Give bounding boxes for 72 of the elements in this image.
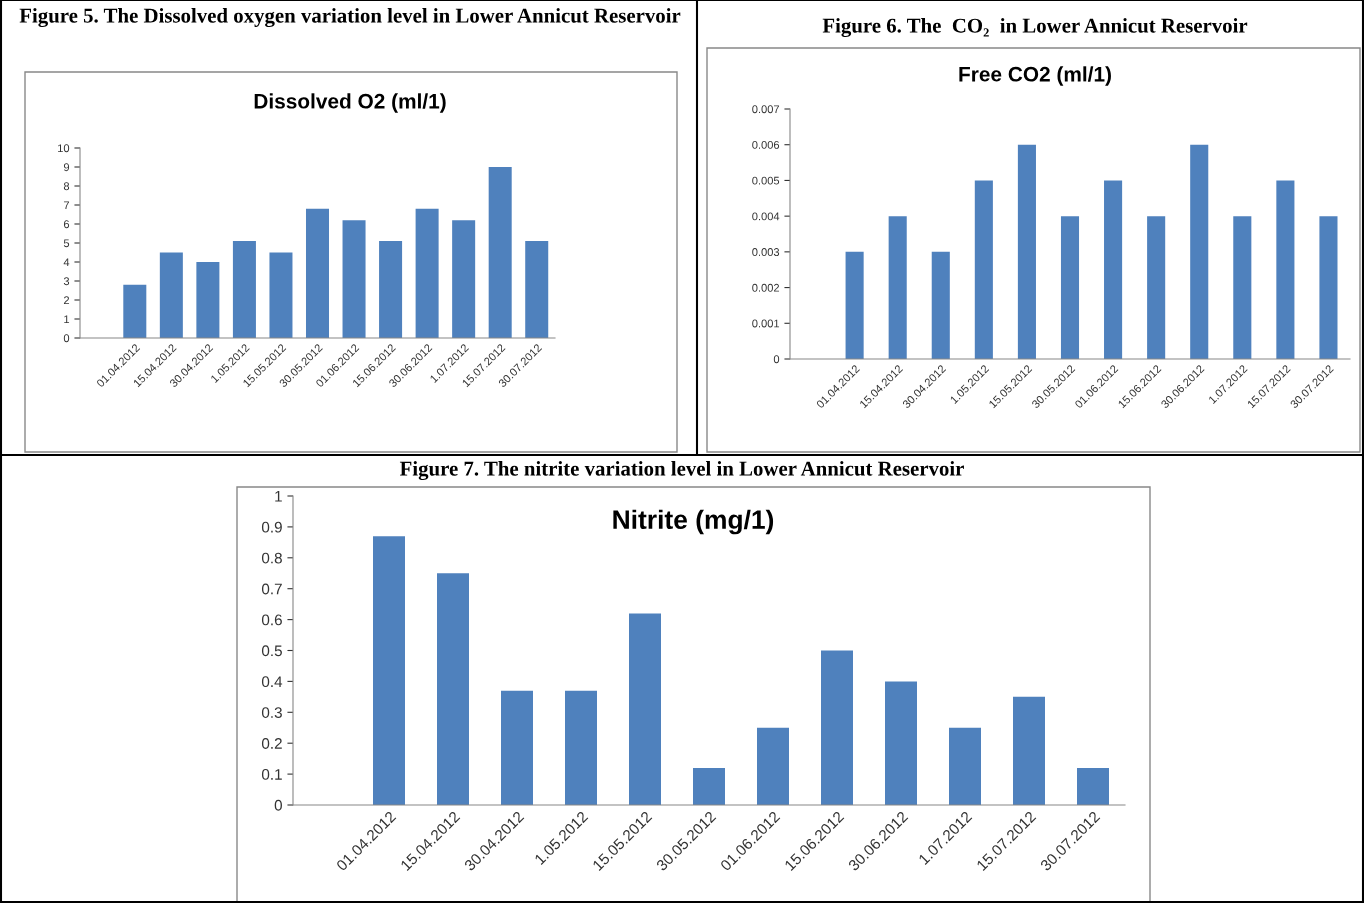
bar <box>693 767 725 805</box>
bar <box>931 251 950 359</box>
y-tick-label: 0.3 <box>261 707 282 718</box>
bar <box>821 650 853 805</box>
chart-subtitle: Dissolved O2 (ml/1) <box>254 93 446 113</box>
y-tick-label: 0 <box>63 334 70 343</box>
y-tick-label: 2 <box>63 296 70 305</box>
bar <box>452 220 476 338</box>
bar <box>1147 216 1166 359</box>
y-tick-label: 0.005 <box>752 176 780 185</box>
bar <box>629 613 661 805</box>
bar <box>949 727 981 805</box>
chart-title: Figure 7. The nitrite variation level in Lower Annicut Reservoir <box>399 461 964 481</box>
y-tick-label: 0.9 <box>261 521 282 533</box>
bar <box>196 262 220 338</box>
bar <box>845 251 864 359</box>
y-tick-label: 0.003 <box>752 248 780 256</box>
bar <box>159 252 183 338</box>
bar <box>885 681 917 805</box>
bar <box>1233 216 1252 359</box>
y-tick-label: 0.7 <box>261 583 282 595</box>
y-tick-label: 0.4 <box>261 676 283 688</box>
bar <box>379 241 403 338</box>
y-tick-label: 0.2 <box>261 738 282 749</box>
bar <box>1077 767 1109 805</box>
y-tick-label: 0.8 <box>261 552 282 564</box>
bar <box>488 167 512 338</box>
bar <box>1017 144 1036 359</box>
y-tick-label: 1 <box>275 491 282 502</box>
y-tick-label: 0.006 <box>752 140 780 149</box>
y-tick-label: 0.5 <box>261 645 282 657</box>
y-tick-label: 0 <box>274 799 282 811</box>
y-tick-label: 0.6 <box>261 614 282 626</box>
y-tick-label: 0.001 <box>752 319 780 328</box>
y-tick-label: 5 <box>63 239 70 248</box>
chart-subtitle: Nitrite (mg/1) <box>613 509 774 535</box>
y-tick-label: 0.004 <box>752 212 780 221</box>
bar <box>269 252 293 338</box>
bar <box>888 216 907 359</box>
chart-subtitle: Free CO2 (ml/1) <box>959 66 1111 86</box>
bar <box>525 241 549 338</box>
bar <box>232 241 256 338</box>
bar <box>1104 180 1123 359</box>
bar <box>373 536 405 805</box>
y-tick-label: 0.1 <box>261 768 282 780</box>
bar <box>565 690 597 805</box>
y-tick-label: 10 <box>58 144 70 153</box>
bar <box>437 573 469 805</box>
bar <box>1060 216 1080 359</box>
bar <box>1190 144 1209 359</box>
bar <box>757 727 789 805</box>
y-tick-label: 4 <box>63 258 70 267</box>
y-tick-label: 7 <box>63 201 70 210</box>
bar <box>1013 696 1045 805</box>
y-tick-label: 6 <box>63 220 70 229</box>
y-tick-label: 8 <box>63 182 70 191</box>
bar <box>974 180 993 359</box>
chart-title: Figure 6. The CO₂ in Lower Annicut Reservoir <box>822 18 1248 38</box>
bar <box>415 208 439 338</box>
bar <box>305 208 330 338</box>
bar <box>1276 180 1295 359</box>
bar <box>123 284 147 338</box>
chart-title: Figure 5. The Dissolved oxygen variation level in Lower Annicut Reservoir <box>19 8 681 28</box>
y-tick-label: 9 <box>63 163 70 172</box>
y-tick-label: 0.007 <box>752 105 780 114</box>
y-tick-label: 3 <box>63 277 70 286</box>
bar <box>342 220 366 338</box>
y-tick-label: 0.002 <box>752 283 780 292</box>
bar <box>501 690 533 805</box>
y-tick-label: 1 <box>64 315 70 324</box>
bar <box>1319 216 1338 359</box>
y-tick-label: 0 <box>773 355 780 364</box>
